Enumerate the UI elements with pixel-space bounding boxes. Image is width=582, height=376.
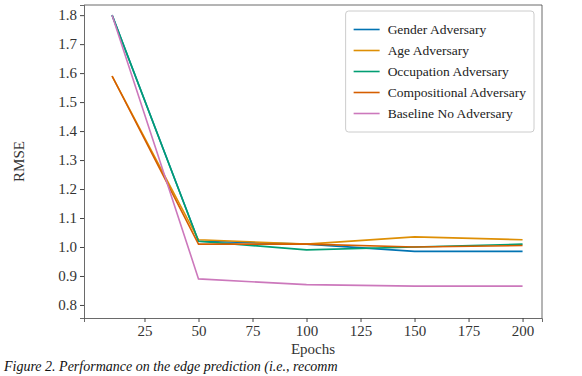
tick-mark <box>80 218 84 219</box>
tick-mark <box>523 318 524 322</box>
tick: 1.7 <box>58 36 84 52</box>
tick-mark <box>80 160 84 161</box>
tick-label: 175 <box>458 323 481 339</box>
tick-mark <box>307 318 308 322</box>
frame <box>84 5 542 6</box>
tick-label: 0.8 <box>58 297 77 313</box>
legend-swatch <box>354 92 380 94</box>
series-line <box>112 15 522 251</box>
tick: 1.5 <box>58 94 84 110</box>
frame <box>542 5 543 318</box>
y-axis-title: RMSE <box>11 141 27 182</box>
tick-label: 1.5 <box>58 94 77 110</box>
plot: 25 50 75 100 125 150 175 200 0.8 0.9 1.0 1.1 1.2 1.3 1… <box>58 5 542 339</box>
tick-label: 1.1 <box>58 210 77 226</box>
tick-mark <box>253 318 254 322</box>
tick-mark <box>199 318 200 322</box>
legend-label: Occupation Adversary <box>388 64 509 79</box>
tick-label: 1.8 <box>58 7 77 23</box>
tick: 1.4 <box>58 123 84 139</box>
legend-label: Age Adversary <box>388 43 470 58</box>
series-line <box>112 15 522 286</box>
tick: 0.8 <box>58 297 84 313</box>
legend-box <box>346 11 534 132</box>
tick-label: 200 <box>512 323 535 339</box>
tick: 1.3 <box>58 152 84 168</box>
tick-label: 50 <box>192 323 207 339</box>
tick: 125 <box>350 318 373 339</box>
tick-label: 1.0 <box>58 239 77 255</box>
tick-mark <box>80 15 84 16</box>
tick-mark <box>80 189 84 190</box>
tick-label: 1.7 <box>58 36 77 52</box>
tick: 100 <box>296 318 319 339</box>
tick-mark <box>80 247 84 248</box>
tick-label: 1.3 <box>58 152 77 168</box>
caption: Figure 2. Performance on the edge predic… <box>3 359 338 375</box>
legend-swatch <box>354 29 380 31</box>
tick: 0.9 <box>58 268 84 284</box>
tick: 175 <box>458 318 481 339</box>
tick-label: 25 <box>137 323 152 339</box>
lines <box>112 15 522 286</box>
tick-label: 1.6 <box>58 65 77 81</box>
tick-mark <box>469 318 470 322</box>
legend-label: Baseline No Adversary <box>388 106 513 121</box>
tick: 75 <box>246 318 261 339</box>
tick-label: 75 <box>246 323 261 339</box>
legend-label: Compositional Adversary <box>388 85 527 100</box>
legend-swatch <box>354 71 380 73</box>
tick: 50 <box>192 318 207 339</box>
tick: 200 <box>512 318 535 339</box>
legend-swatch <box>354 113 380 115</box>
tick-mark <box>80 131 84 132</box>
axis-line <box>85 319 543 323</box>
tick-mark <box>80 305 84 306</box>
tick-label: 1.2 <box>58 181 77 197</box>
tick: 1.1 <box>58 210 84 226</box>
tick-mark <box>415 318 416 322</box>
tick-mark <box>144 318 145 322</box>
legend-label: Gender Adversary <box>388 22 487 37</box>
chart: 25 50 75 100 125 150 175 200 0.8 0.9 1.0 1.1 1.2 1.3 1… <box>0 0 582 376</box>
tick-label: 125 <box>350 323 373 339</box>
x-axis-title: Epochs <box>291 341 335 357</box>
y-axis: 0.8 0.9 1.0 1.1 1.2 1.3 1.4 1.5 1.6 1.7 1.8 <box>58 6 84 319</box>
x-axis: 25 50 75 100 125 150 175 200 <box>85 318 543 339</box>
tick-label: 100 <box>296 323 319 339</box>
axis-line <box>80 6 85 319</box>
series-line <box>112 15 522 250</box>
tick-mark <box>80 276 84 277</box>
legend: Gender Adversary Age Adversary Occupation … <box>346 11 534 132</box>
tick-label: 0.9 <box>58 268 77 284</box>
tick: 1.2 <box>58 181 84 197</box>
legend-swatch <box>354 50 380 52</box>
tick-label: 1.4 <box>58 123 77 139</box>
tick-mark <box>80 44 84 45</box>
tick: 1.6 <box>58 65 84 81</box>
tick: 25 <box>137 318 152 339</box>
tick-mark <box>361 318 362 322</box>
tick: 1.8 <box>58 7 84 23</box>
tick-mark <box>80 102 84 103</box>
tick: 1.0 <box>58 239 84 255</box>
tick: 150 <box>404 318 427 339</box>
tick-label: 150 <box>404 323 427 339</box>
tick-mark <box>80 73 84 74</box>
